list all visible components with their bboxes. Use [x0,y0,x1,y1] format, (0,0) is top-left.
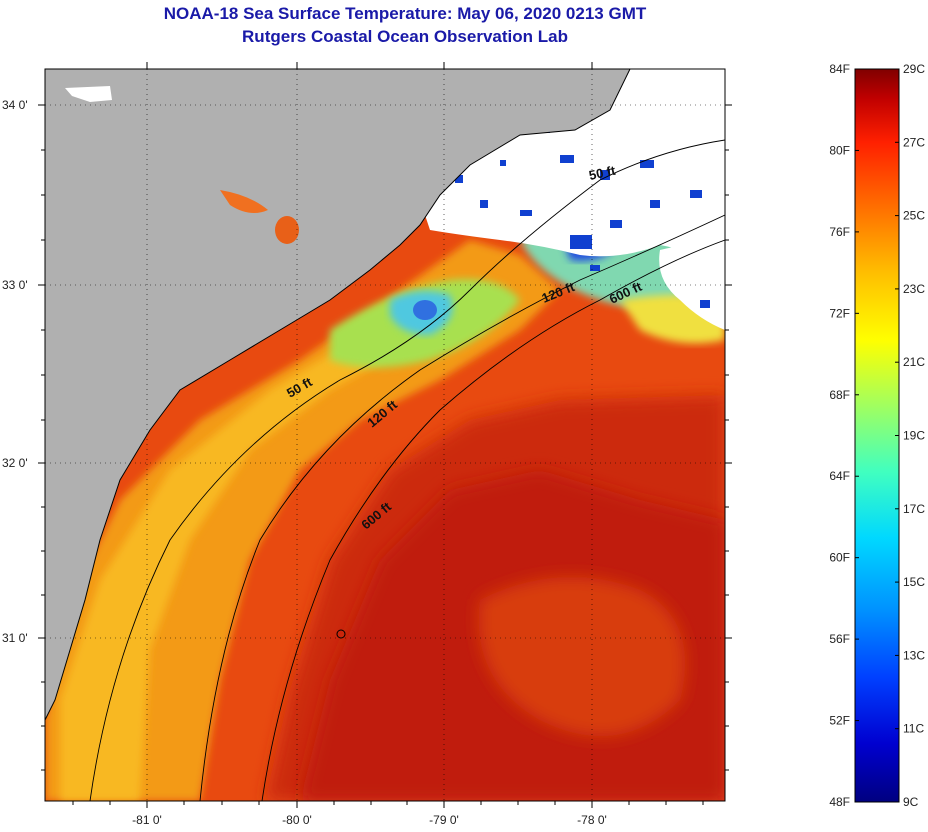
colorbar-c-label: 27C [903,135,925,149]
colorbar-c-label: 13C [903,648,925,662]
plot-frame [44,68,726,802]
lat-label: 33 0' [2,278,28,292]
colorbar-f-label: 84F [829,62,850,76]
cold-cloud-edge [455,125,710,308]
colorbar-c-label: 21C [903,355,925,369]
lon-label: -81 0' [132,813,162,827]
coastal-shelf-water [45,240,560,801]
contour-120ft [199,214,725,801]
cold-spot [413,300,437,320]
colorbar [854,68,900,803]
colorbar-c-label: 19C [903,429,925,443]
graticule [45,69,725,801]
colorbar-f-label: 52F [829,714,850,728]
colorbar-c-label: 17C [903,502,925,516]
map-plot: 50 ft 50 ft 120 ft 120 ft 600 ft 600 ft [45,69,725,801]
colorbar-f-label: 60F [829,551,850,565]
lon-label: -80 0' [282,813,312,827]
contour-label: 50 ft [588,163,618,183]
colorbar-c-label: 9C [903,795,919,809]
lat-label: 31 0' [2,631,28,645]
cloud-over-land [605,69,725,150]
map-subtitle: Rutgers Coastal Ocean Observation Lab [242,27,568,46]
lon-label: -79 0' [429,813,459,827]
coastline [45,69,631,721]
inland-lake [220,190,268,214]
colorbar-fahrenheit-labels: 84F 80F 76F 72F 68F 64F 60F 56F 52F 48F [829,62,859,809]
map-title: NOAA-18 Sea Surface Temperature: May 06,… [163,4,647,23]
colorbar-f-label: 72F [829,306,850,320]
inland-lake [275,216,299,244]
colorbar-f-label: 76F [829,225,850,239]
contour-50ft [89,139,725,801]
colorbar-f-label: 80F [829,143,850,157]
warm-eddy [478,577,685,736]
lat-label: 32 0' [2,456,28,470]
colorbar-c-label: 23C [903,282,925,296]
land [45,69,630,720]
axis-ticks [38,62,732,808]
contour-600ft [261,239,725,801]
colorbar-f-label: 48F [829,795,850,809]
colorbar-f-label: 56F [829,632,850,646]
colorbar-f-label: 68F [829,388,850,402]
cloud-cover-east [659,243,725,330]
colorbar-c-label: 15C [903,575,925,589]
lat-label: 34 0' [2,98,28,112]
colorbar-c-label: 29C [903,62,925,76]
colorbar-c-label: 11C [903,722,924,736]
colorbar-f-label: 64F [829,469,850,483]
nearshore-water [60,290,470,801]
inland-cloud [65,86,112,102]
colorbar-celsius-labels: 29C 27C 25C 23C 21C 19C 17C 15C 13C 11C 9C [895,62,925,809]
lon-label: -78 0' [577,813,607,827]
colorbar-c-label: 25C [903,209,925,223]
